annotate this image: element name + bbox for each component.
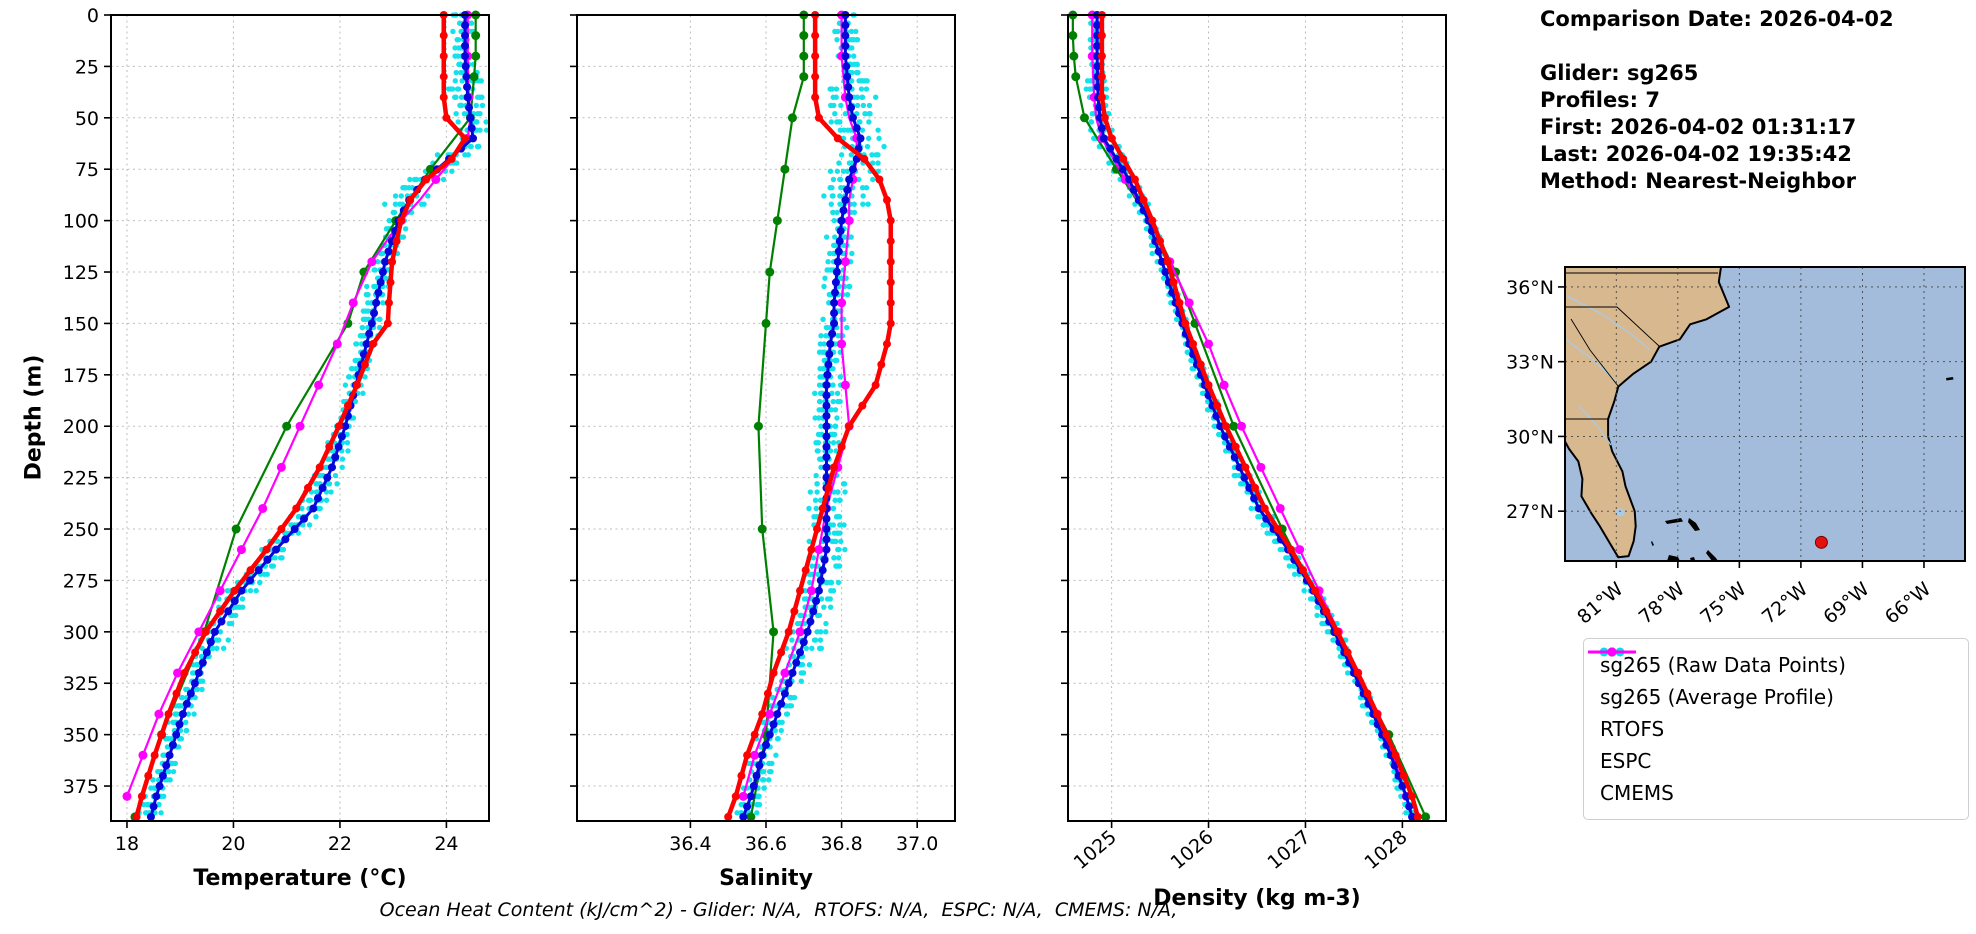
svg-text:250: 250 bbox=[63, 519, 99, 541]
map-island bbox=[1688, 518, 1700, 531]
svg-text:1027: 1027 bbox=[1263, 826, 1314, 874]
map-land bbox=[1564, 266, 1731, 559]
svg-text:200: 200 bbox=[63, 416, 99, 438]
svg-text:36.6: 36.6 bbox=[745, 833, 787, 855]
svg-text:100: 100 bbox=[63, 211, 99, 233]
legend-item: sg265 (Average Profile) bbox=[1588, 647, 1952, 713]
svg-text:275: 275 bbox=[63, 570, 99, 592]
svg-text:350: 350 bbox=[63, 725, 99, 747]
legend: sg265 (Raw Data Points) sg265 (Average Pr… bbox=[1583, 638, 1969, 820]
glider-position-marker bbox=[1814, 535, 1828, 549]
info-line: Comparison Date: 2026-04-02 bbox=[1540, 7, 1894, 31]
svg-text:24: 24 bbox=[434, 833, 458, 855]
map-state-border bbox=[1570, 318, 1619, 387]
map-lat-label: 36°N bbox=[1506, 277, 1554, 299]
info-line: Method: Nearest-Neighbor bbox=[1540, 169, 1856, 193]
svg-text:36.8: 36.8 bbox=[820, 833, 862, 855]
density-plot: 1025 1026 1027 1028 Density (kg m-3) bbox=[1061, 10, 1447, 911]
svg-text:75: 75 bbox=[75, 159, 99, 181]
map-state-border bbox=[1565, 306, 1660, 347]
series-markers bbox=[739, 11, 865, 821]
svg-text:18: 18 bbox=[115, 833, 139, 855]
svg-text:225: 225 bbox=[63, 468, 99, 490]
legend-label: CMEMS bbox=[1600, 781, 1674, 805]
legend-label: RTOFS bbox=[1600, 717, 1665, 741]
svg-text:25: 25 bbox=[75, 56, 99, 78]
map-lat-label: 30°N bbox=[1506, 426, 1554, 448]
legend-item: RTOFS bbox=[1588, 647, 1952, 745]
info-line: Profiles: 7 bbox=[1540, 88, 1661, 112]
density-axis-label: Density (kg m-3) bbox=[1153, 886, 1361, 911]
map-lon-label: 66°W bbox=[1881, 578, 1935, 629]
ohc-footer: Ocean Heat Content (kJ/cm^2) - Glider: N… bbox=[379, 899, 1178, 921]
svg-text:0: 0 bbox=[87, 5, 99, 27]
legend-item: ESPC bbox=[1588, 647, 1952, 777]
svg-text:175: 175 bbox=[63, 365, 99, 387]
map-lon-label: 75°W bbox=[1696, 578, 1750, 629]
svg-text:325: 325 bbox=[63, 673, 99, 695]
series-markers bbox=[132, 11, 470, 821]
map-lon-label: 69°W bbox=[1819, 578, 1873, 629]
map-lon-label: 81°W bbox=[1573, 578, 1627, 629]
map-island bbox=[1667, 555, 1680, 561]
legend-label: sg265 (Average Profile) bbox=[1600, 685, 1834, 709]
salinity-plot: 36.4 36.6 36.8 37.0 Salinity bbox=[570, 10, 956, 891]
svg-text:22: 22 bbox=[328, 833, 352, 855]
map-lon-label: 72°W bbox=[1758, 578, 1812, 629]
temperature-plot: 18 20 22 24 0 25 50 75 100 125 150 175 200 225 250 275 3… bbox=[63, 5, 490, 891]
map-lat-label: 33°N bbox=[1506, 352, 1554, 374]
map-island bbox=[1706, 550, 1718, 561]
map-lon-label: 78°W bbox=[1635, 578, 1689, 629]
series-markers bbox=[724, 11, 895, 821]
svg-text:1025: 1025 bbox=[1070, 826, 1121, 874]
legend-label: ESPC bbox=[1600, 749, 1652, 773]
map-lat-label: 27°N bbox=[1506, 501, 1554, 523]
svg-text:37.0: 37.0 bbox=[896, 833, 938, 855]
svg-text:375: 375 bbox=[63, 776, 99, 798]
svg-text:300: 300 bbox=[63, 622, 99, 644]
map-river bbox=[1577, 404, 1612, 446]
svg-text:50: 50 bbox=[75, 108, 99, 130]
line-swatch-icon bbox=[1588, 647, 1636, 657]
svg-text:125: 125 bbox=[63, 262, 99, 284]
svg-text:20: 20 bbox=[221, 833, 245, 855]
svg-text:36.4: 36.4 bbox=[669, 833, 711, 855]
map-river bbox=[1564, 294, 1651, 351]
map-lake bbox=[1615, 508, 1625, 517]
svg-text:1026: 1026 bbox=[1167, 826, 1218, 874]
legend-label: sg265 (Raw Data Points) bbox=[1600, 653, 1846, 677]
info-line: Last: 2026-04-02 19:35:42 bbox=[1540, 142, 1852, 166]
svg-text:150: 150 bbox=[63, 313, 99, 335]
info-line bbox=[1540, 33, 1960, 60]
map-island bbox=[1946, 377, 1954, 381]
map-island bbox=[1665, 518, 1683, 524]
salinity-axis-label: Salinity bbox=[719, 866, 813, 891]
legend-item: CMEMS bbox=[1588, 647, 1952, 809]
info-line: First: 2026-04-02 01:31:17 bbox=[1540, 115, 1857, 139]
info-line: Glider: sg265 bbox=[1540, 61, 1699, 85]
svg-text:1028: 1028 bbox=[1360, 826, 1411, 874]
temperature-axis-label: Temperature (°C) bbox=[193, 866, 406, 891]
info-block: Comparison Date: 2026-04-02 Glider: sg26… bbox=[1540, 6, 1960, 195]
map-island bbox=[1651, 541, 1654, 546]
legend-item: sg265 (Raw Data Points) bbox=[1599, 647, 1952, 681]
location-map: 36°N 33°N 30°N 27°N 81°W 78°W 75°W 72°W 69°W 66°W bbox=[1506, 266, 1966, 629]
